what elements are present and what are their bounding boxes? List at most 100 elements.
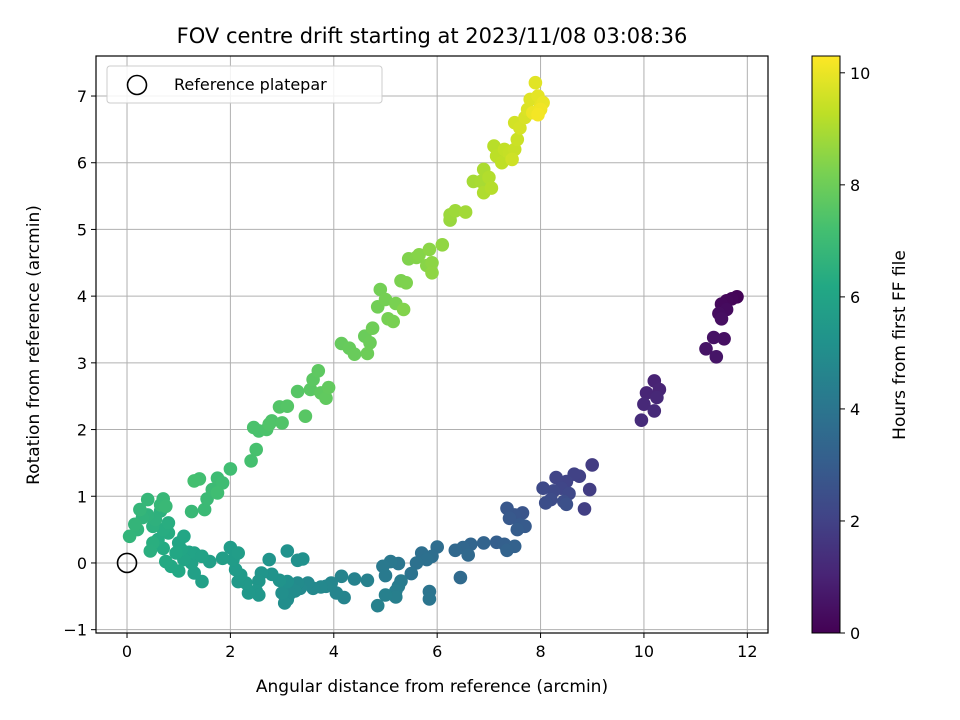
data-point	[373, 282, 388, 297]
data-point	[296, 552, 310, 566]
y-tick-label: −1	[63, 621, 87, 640]
data-point	[128, 517, 142, 532]
data-point	[482, 170, 496, 185]
data-point	[215, 476, 230, 490]
data-point	[378, 588, 393, 602]
colorbar-tick-label: 10	[850, 64, 870, 83]
x-tick-label: 2	[225, 642, 235, 661]
x-tick-label: 4	[329, 642, 339, 661]
data-point	[251, 588, 266, 602]
data-point	[169, 546, 183, 560]
data-point	[244, 454, 258, 468]
data-point	[365, 321, 380, 336]
data-point	[161, 516, 176, 530]
data-point	[699, 342, 713, 356]
y-tick-label: 2	[77, 421, 87, 440]
data-point	[559, 497, 574, 512]
data-point	[458, 205, 473, 219]
data-point	[502, 511, 517, 526]
data-point	[404, 566, 419, 581]
legend: Reference platepar	[106, 65, 383, 104]
y-tick-label: 6	[77, 154, 87, 173]
legend-marker-icon	[126, 74, 148, 96]
data-point	[215, 551, 230, 566]
legend-entry-reference-platepar: Reference platepar	[174, 75, 327, 94]
colorbar-tick-label: 2	[850, 512, 860, 531]
data-point	[448, 204, 463, 218]
legend-box	[106, 65, 383, 104]
data-point	[650, 390, 664, 405]
data-point	[378, 292, 393, 307]
data-point	[510, 132, 525, 147]
data-point	[412, 248, 426, 262]
chart-title: FOV centre drift starting at 2023/11/08 …	[177, 24, 688, 48]
data-point	[140, 492, 155, 507]
colorbar-tick-label: 8	[850, 176, 860, 195]
data-point	[360, 573, 375, 588]
data-point	[177, 529, 191, 544]
data-point	[396, 302, 411, 317]
data-point	[319, 391, 333, 406]
x-tick-label: 6	[432, 642, 442, 661]
y-tick-label: 1	[77, 487, 87, 506]
colorbar-tick-label: 4	[850, 400, 860, 419]
data-point	[249, 442, 263, 457]
data-point	[265, 567, 279, 582]
data-point	[246, 420, 261, 435]
data-point	[422, 592, 437, 606]
data-point	[133, 502, 147, 517]
data-point	[122, 529, 137, 544]
data-point	[549, 470, 563, 485]
data-point	[399, 276, 414, 290]
colorbar: 0 2 4 6 8 10 Hours from first FF file	[811, 55, 910, 643]
data-point	[500, 543, 514, 558]
x-axis-label: Angular distance from reference (arcmin)	[256, 677, 608, 697]
data-point	[505, 152, 519, 167]
data-point	[195, 574, 209, 589]
data-point	[639, 386, 654, 400]
data-point	[714, 312, 729, 326]
y-tick-label: 0	[77, 554, 87, 573]
data-point	[370, 598, 385, 613]
data-point	[538, 496, 553, 510]
data-point	[223, 462, 238, 476]
data-point	[420, 552, 434, 567]
y-tick-label: 5	[77, 220, 87, 239]
colorbar-tick-label: 0	[850, 624, 860, 643]
y-axis-label: Rotation from reference (arcmin)	[24, 205, 44, 485]
y-axis-ticks: −1 0 1 2 3 4 5 6 7	[63, 87, 96, 640]
data-point	[706, 330, 721, 345]
data-point	[275, 586, 289, 600]
data-point	[197, 502, 212, 517]
data-point	[453, 570, 468, 585]
data-point	[143, 544, 158, 558]
data-points	[122, 75, 744, 613]
data-point	[329, 586, 344, 600]
data-point	[531, 107, 545, 122]
data-point	[334, 569, 349, 584]
data-point	[425, 255, 439, 270]
data-point	[577, 502, 592, 516]
colorbar-label: Hours from first FF file	[890, 250, 910, 440]
data-point	[210, 486, 225, 500]
data-point	[262, 552, 277, 567]
y-tick-label: 4	[77, 287, 87, 306]
x-tick-label: 12	[737, 642, 757, 661]
data-point	[280, 399, 295, 414]
data-point	[262, 417, 277, 432]
x-tick-label: 10	[634, 642, 654, 661]
data-point	[528, 75, 543, 90]
data-point	[448, 543, 463, 558]
data-point	[513, 121, 527, 135]
reference-platepar-marker	[116, 552, 138, 574]
data-point	[275, 416, 289, 430]
y-tick-label: 3	[77, 354, 87, 373]
data-point	[231, 546, 245, 560]
data-point	[717, 332, 731, 346]
data-point	[347, 347, 362, 362]
data-point	[360, 346, 375, 361]
data-point	[347, 572, 362, 586]
data-point	[159, 499, 173, 514]
data-point	[461, 548, 476, 562]
